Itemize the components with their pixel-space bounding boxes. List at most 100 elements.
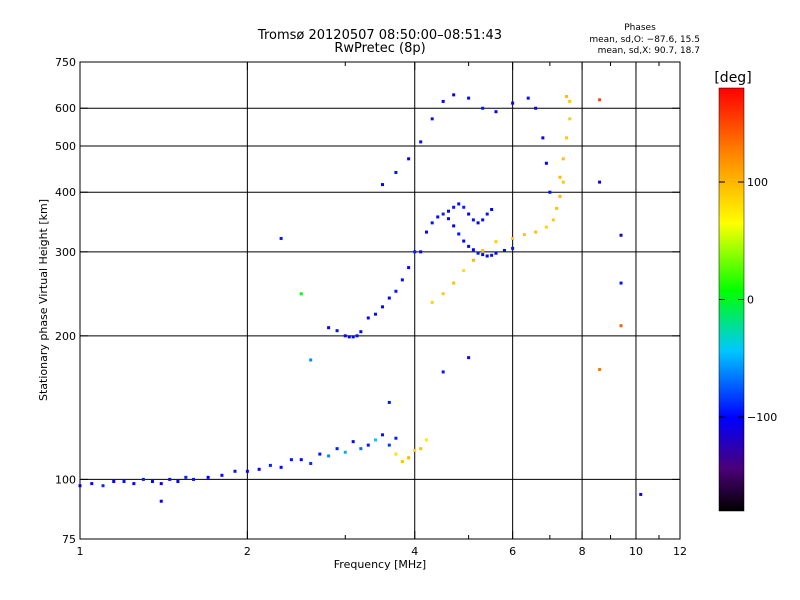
data-point — [494, 110, 498, 114]
x-tick-label: 1 — [77, 545, 84, 558]
data-point — [485, 254, 489, 258]
data-point — [150, 479, 154, 483]
data-point — [511, 246, 515, 250]
data-point — [387, 443, 391, 447]
data-point — [122, 479, 126, 483]
data-point — [490, 253, 494, 257]
data-point — [457, 202, 461, 206]
data-point — [452, 281, 456, 285]
data-point — [548, 190, 552, 194]
data-point — [101, 484, 105, 488]
data-point — [481, 218, 485, 222]
data-point — [561, 157, 565, 161]
data-point — [452, 224, 456, 228]
data-point — [407, 157, 411, 161]
grid-lines — [80, 62, 680, 539]
colorbar-label: [deg] — [714, 70, 751, 86]
x-tick-label: 2 — [244, 545, 251, 558]
data-point — [373, 312, 377, 316]
data-point — [299, 458, 303, 462]
data-point — [430, 300, 434, 304]
data-point — [343, 334, 347, 338]
data-point — [568, 117, 572, 121]
data-point — [309, 358, 313, 362]
data-point — [522, 233, 526, 237]
data-point — [327, 454, 331, 458]
data-point — [551, 218, 555, 222]
data-point — [413, 448, 417, 452]
data-point — [176, 479, 180, 483]
data-point — [168, 477, 172, 481]
data-point — [481, 106, 485, 110]
chart-subtitle: RwPretec (8p) — [334, 41, 425, 56]
data-point — [279, 465, 283, 469]
data-point — [347, 335, 351, 339]
data-point — [394, 452, 398, 456]
data-point — [526, 96, 530, 100]
data-point — [490, 207, 494, 211]
data-point — [299, 292, 303, 296]
data-point — [419, 250, 423, 254]
data-point — [380, 305, 384, 309]
data-point — [471, 258, 475, 262]
data-point — [544, 225, 548, 229]
x-tick-label: 10 — [629, 545, 643, 558]
y-tick-label: 400 — [55, 186, 76, 199]
x-tick-label: 6 — [509, 545, 516, 558]
data-point — [452, 205, 456, 209]
data-point — [159, 499, 163, 503]
data-point — [565, 136, 569, 140]
y-tick-label: 100 — [55, 473, 76, 486]
data-point — [598, 367, 602, 371]
data-point — [441, 292, 445, 296]
data-point — [619, 324, 623, 328]
data-point — [366, 443, 370, 447]
colorbar-tick-label: −100 — [747, 411, 777, 424]
data-point — [132, 482, 136, 486]
data-point — [430, 117, 434, 121]
data-point — [419, 140, 423, 144]
data-points — [78, 93, 643, 503]
data-point — [289, 458, 293, 462]
data-point — [359, 330, 363, 334]
data-point — [534, 230, 538, 234]
data-point — [467, 212, 471, 216]
data-point — [159, 482, 163, 486]
data-point — [335, 447, 339, 451]
data-point — [191, 477, 195, 481]
data-point — [318, 452, 322, 456]
data-point — [413, 250, 417, 254]
data-point — [619, 281, 623, 285]
data-point — [462, 269, 466, 273]
chart-title: Tromsø 20120507 08:50:00–08:51:43 — [257, 28, 502, 43]
data-point — [220, 473, 224, 477]
data-point — [351, 335, 355, 339]
y-tick-label: 500 — [55, 140, 76, 153]
data-point — [335, 329, 339, 333]
phases-stats-x: mean, sd,X: 90.7, 18.7 — [598, 46, 700, 56]
data-point — [373, 438, 377, 442]
data-point — [245, 469, 249, 473]
data-point — [467, 244, 471, 248]
data-point — [555, 206, 559, 210]
data-point — [407, 456, 411, 460]
data-point — [568, 99, 572, 103]
data-point — [343, 450, 347, 454]
data-point — [462, 205, 466, 209]
data-point — [467, 356, 471, 360]
data-point — [471, 248, 475, 252]
data-point — [558, 194, 562, 198]
data-point — [425, 438, 429, 442]
data-point — [380, 433, 384, 437]
data-point — [481, 253, 485, 257]
data-point — [112, 479, 116, 483]
data-point — [619, 233, 623, 237]
data-point — [457, 232, 461, 236]
data-point — [355, 334, 359, 338]
y-tick-label: 75 — [62, 533, 76, 546]
data-point — [502, 248, 506, 252]
y-tick-label: 600 — [55, 102, 76, 115]
y-axis-label: Stationary phase Virtual Height [km] — [37, 199, 50, 401]
data-point — [394, 289, 398, 293]
